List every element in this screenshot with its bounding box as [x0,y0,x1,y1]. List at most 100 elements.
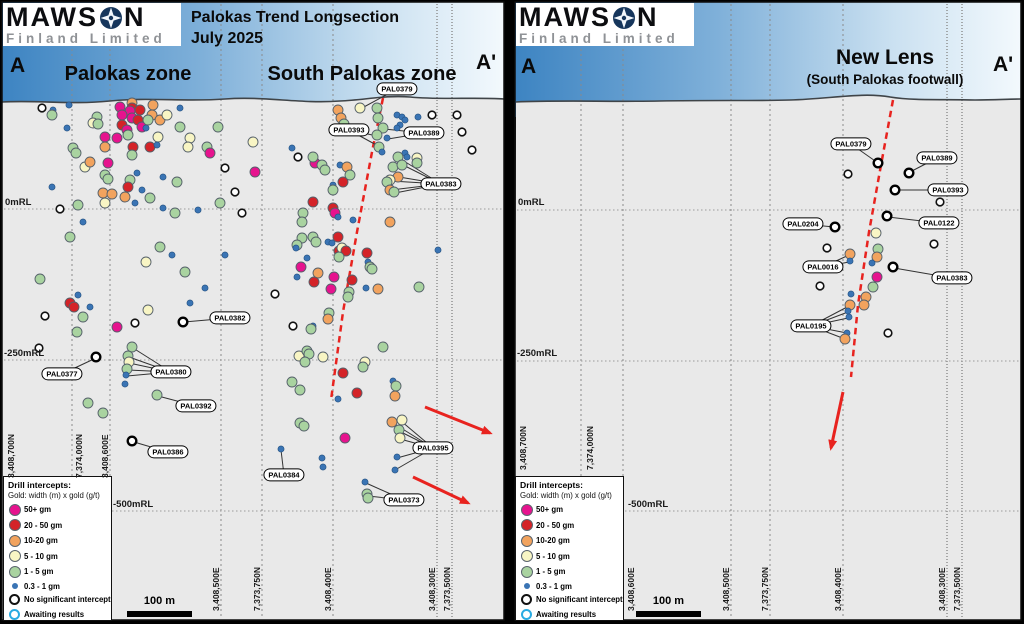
drill-intercept-point [361,247,373,259]
drill-intercept-point [871,251,883,263]
drill-intercept-point [366,263,378,275]
panel-border [514,1,1022,621]
drill-intercept-point [90,351,102,363]
legend-symbol-r-icon [8,519,21,532]
drill-intercept-point [102,173,114,185]
grid-coordinate-label: 7,373,500N [952,567,962,611]
drill-intercept-point [307,151,319,163]
drill-intercept-point [37,103,47,113]
drill-intercept-point [64,231,76,243]
legend-item-label: Awaiting results [24,609,85,619]
legend-symbol-a-icon [520,608,533,620]
grid-coordinate-label: 7,374,000N [74,434,84,478]
drill-intercept-point [106,188,118,200]
logo-subtitle: Finland Limited [519,31,679,46]
drill-intercept-point [221,251,229,259]
drill-intercept-point [144,141,156,153]
drill-hole-label: PAL0204 [782,217,824,231]
grid-coordinate-label: 3,408,400E [833,567,843,611]
legend-item: 0.3 - 1 gm [8,582,108,591]
drill-intercept-point [194,206,202,214]
drill-intercept-point [332,231,344,243]
drill-intercept-point [288,321,298,331]
drill-intercept-point [467,145,477,155]
drill-intercept-point [99,141,111,153]
drill-hole-label: PAL0393 [328,123,370,137]
legend-item-label: 0.3 - 1 gm [536,581,572,591]
elevation-label: 0mRL [518,197,545,208]
grid-coordinate-label: 3,408,500E [211,567,221,611]
drill-intercept-point [829,221,841,233]
legend-item: No significant intercept [8,594,111,606]
elevation-label: -250mRL [517,348,558,359]
legend-subtitle: Gold: width (m) x gold (g/t) [520,491,612,500]
legend-symbol-n-icon [520,594,533,606]
surface-line [1,95,505,104]
drill-intercept-point [414,113,422,121]
drill-intercept-point [126,341,138,353]
mawson-logo: MAWS N Finland Limited [3,3,181,46]
drill-intercept-point [362,284,370,292]
panel-border [1,1,505,621]
legend-symbol-o-icon [8,534,21,547]
drill-intercept-point [815,281,825,291]
drill-intercept-point [122,129,134,141]
drill-intercept-point [310,236,322,248]
drill-intercept-point [122,371,130,379]
legend-item-label: 20 - 50 gm [536,520,575,530]
drill-intercept-point [411,157,423,169]
legend-item-label: 5 - 10 gm [24,551,58,561]
legend-item: 5 - 10 gm [520,550,620,563]
figure-title: Palokas Trend Longsection July 2025 [191,7,399,49]
drill-intercept-point [319,463,327,471]
drill-intercept-point [184,132,196,144]
drill-intercept-point [305,323,317,335]
drill-intercept-point [298,420,310,432]
drill-hole-label: PAL0379 [830,137,872,151]
drill-hole-label: PAL0393 [927,183,969,197]
drill-intercept-point [122,181,134,193]
legend-item: Awaiting results [520,608,620,620]
zone-label: New Lens [835,46,935,69]
elevation-label: 0mRL [5,197,32,208]
drill-hole-label: PAL0383 [931,271,973,285]
scale-bar-label: 100 m [652,595,685,607]
drill-hole-label: PAL0380 [150,365,192,379]
legend-item-label: 1 - 5 gm [536,567,566,577]
drill-hole-label: PAL0373 [383,493,425,507]
drill-intercept-point [401,116,409,124]
legend-symbol-n-icon [8,594,21,606]
legend-item: 0.3 - 1 gm [520,582,620,591]
plunge-arrow [828,391,845,451]
drill-intercept-point [328,271,340,283]
legend-symbol-y-icon [8,550,21,563]
drill-intercept-point [297,207,309,219]
drill-intercept-point [858,299,870,311]
drill-hole-label: PAL0389 [916,151,958,165]
drill-hole-label: PAL0016 [802,260,844,274]
drill-intercept-point [34,343,44,353]
drill-intercept-point [312,267,324,279]
drill-intercept-point [378,148,386,156]
drill-intercept-point [270,289,280,299]
drill-intercept-point [212,121,224,133]
logo-text-start: MAWS [6,2,98,32]
drill-intercept-point [339,432,351,444]
legend-symbol-o-icon [520,534,533,547]
drill-intercept-point [903,167,915,179]
drill-intercept-point [134,104,146,116]
drill-intercept-point [843,169,853,179]
drill-intercept-point [186,299,194,307]
drill-intercept-point [46,109,58,121]
drill-intercept-point [881,210,893,222]
drill-intercept-point [413,281,425,293]
legend-item-label: Awaiting results [536,609,597,619]
drill-hole-label: PAL0195 [790,319,832,333]
legend-symbol-a-icon [8,608,21,620]
legend-item: 50+ gm [520,503,620,516]
legend-item-label: 0.3 - 1 gm [24,581,60,591]
zone-label: Palokas zone [64,63,192,85]
drill-intercept-point [457,127,467,137]
drill-intercept-point [70,147,82,159]
grid-coordinate-label: 3,408,700N [6,434,16,478]
